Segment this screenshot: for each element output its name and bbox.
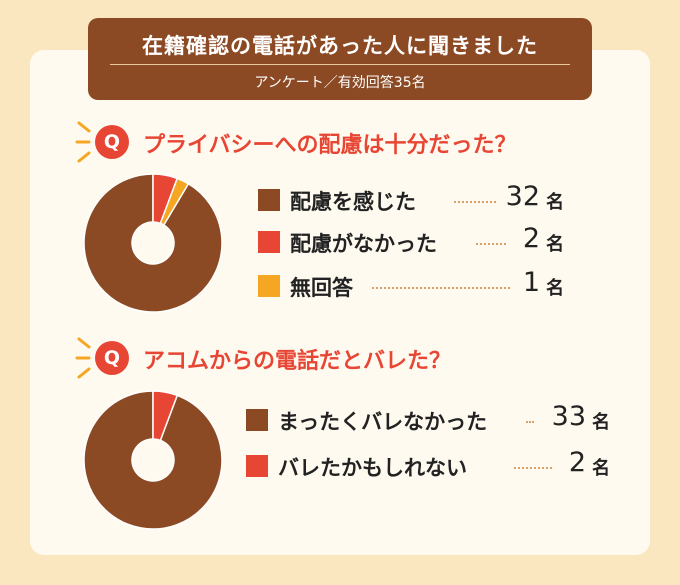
legend-unit: 名 (592, 458, 610, 479)
donut-slice (152, 390, 179, 442)
emphasis-rays-icon (75, 337, 91, 379)
q-badge-icon: Q (95, 125, 129, 159)
legend-row: バレたかもしれない 2 名 (246, 447, 610, 481)
donut-chart-noticed (83, 390, 223, 530)
legend-value: 32 (505, 181, 540, 212)
q-badge-icon: Q (95, 341, 129, 375)
donut-slice (83, 173, 223, 313)
donut-chart-privacy (83, 173, 223, 313)
legend-value: 2 (522, 223, 540, 254)
leader-dots (514, 467, 552, 469)
legend-swatch-red (246, 455, 268, 477)
donut-slice (83, 390, 223, 530)
donut-slice (159, 177, 190, 227)
legend-label: 配慮を感じた (290, 190, 416, 214)
legend-value: 1 (522, 267, 540, 298)
legend-unit: 名 (546, 192, 564, 213)
leader-dots (372, 287, 510, 289)
legend-label: バレたかもしれない (278, 456, 467, 480)
legend-unit: 名 (546, 234, 564, 255)
legend-row: まったくバレなかった 33 名 (246, 401, 610, 435)
header-divider (110, 64, 570, 65)
legend-unit: 名 (592, 412, 610, 433)
legend-value: 33 (551, 401, 586, 432)
question-2-text: アコムからの電話だとバレた？ (143, 349, 452, 374)
survey-subtitle: アンケート／有効回答35名 (254, 75, 426, 91)
legend-swatch-brown (258, 189, 280, 211)
legend-row: 無回答 1 名 (258, 267, 564, 301)
legend-swatch-red (258, 231, 280, 253)
legend-swatch-brown (246, 409, 268, 431)
legend-label: 配慮がなかった (290, 232, 437, 256)
legend-value: 2 (568, 447, 586, 478)
legend-label: まったくバレなかった (278, 410, 488, 434)
survey-title: 在籍確認の電話があった人に聞きました (142, 34, 538, 58)
emphasis-rays-icon (75, 121, 91, 163)
legend-swatch-orange (258, 275, 280, 297)
leader-dots (476, 243, 506, 245)
leader-dots (454, 201, 496, 203)
survey-header: 在籍確認の電話があった人に聞きました アンケート／有効回答35名 (88, 18, 592, 100)
leader-dots (526, 421, 534, 423)
legend-unit: 名 (546, 278, 564, 299)
legend-row: 配慮がなかった 2 名 (258, 223, 564, 257)
question-1-text: プライバシーへの配慮は十分だった？ (143, 133, 517, 158)
legend-row: 配慮を感じた 32 名 (258, 181, 564, 215)
legend-label: 無回答 (290, 276, 353, 300)
